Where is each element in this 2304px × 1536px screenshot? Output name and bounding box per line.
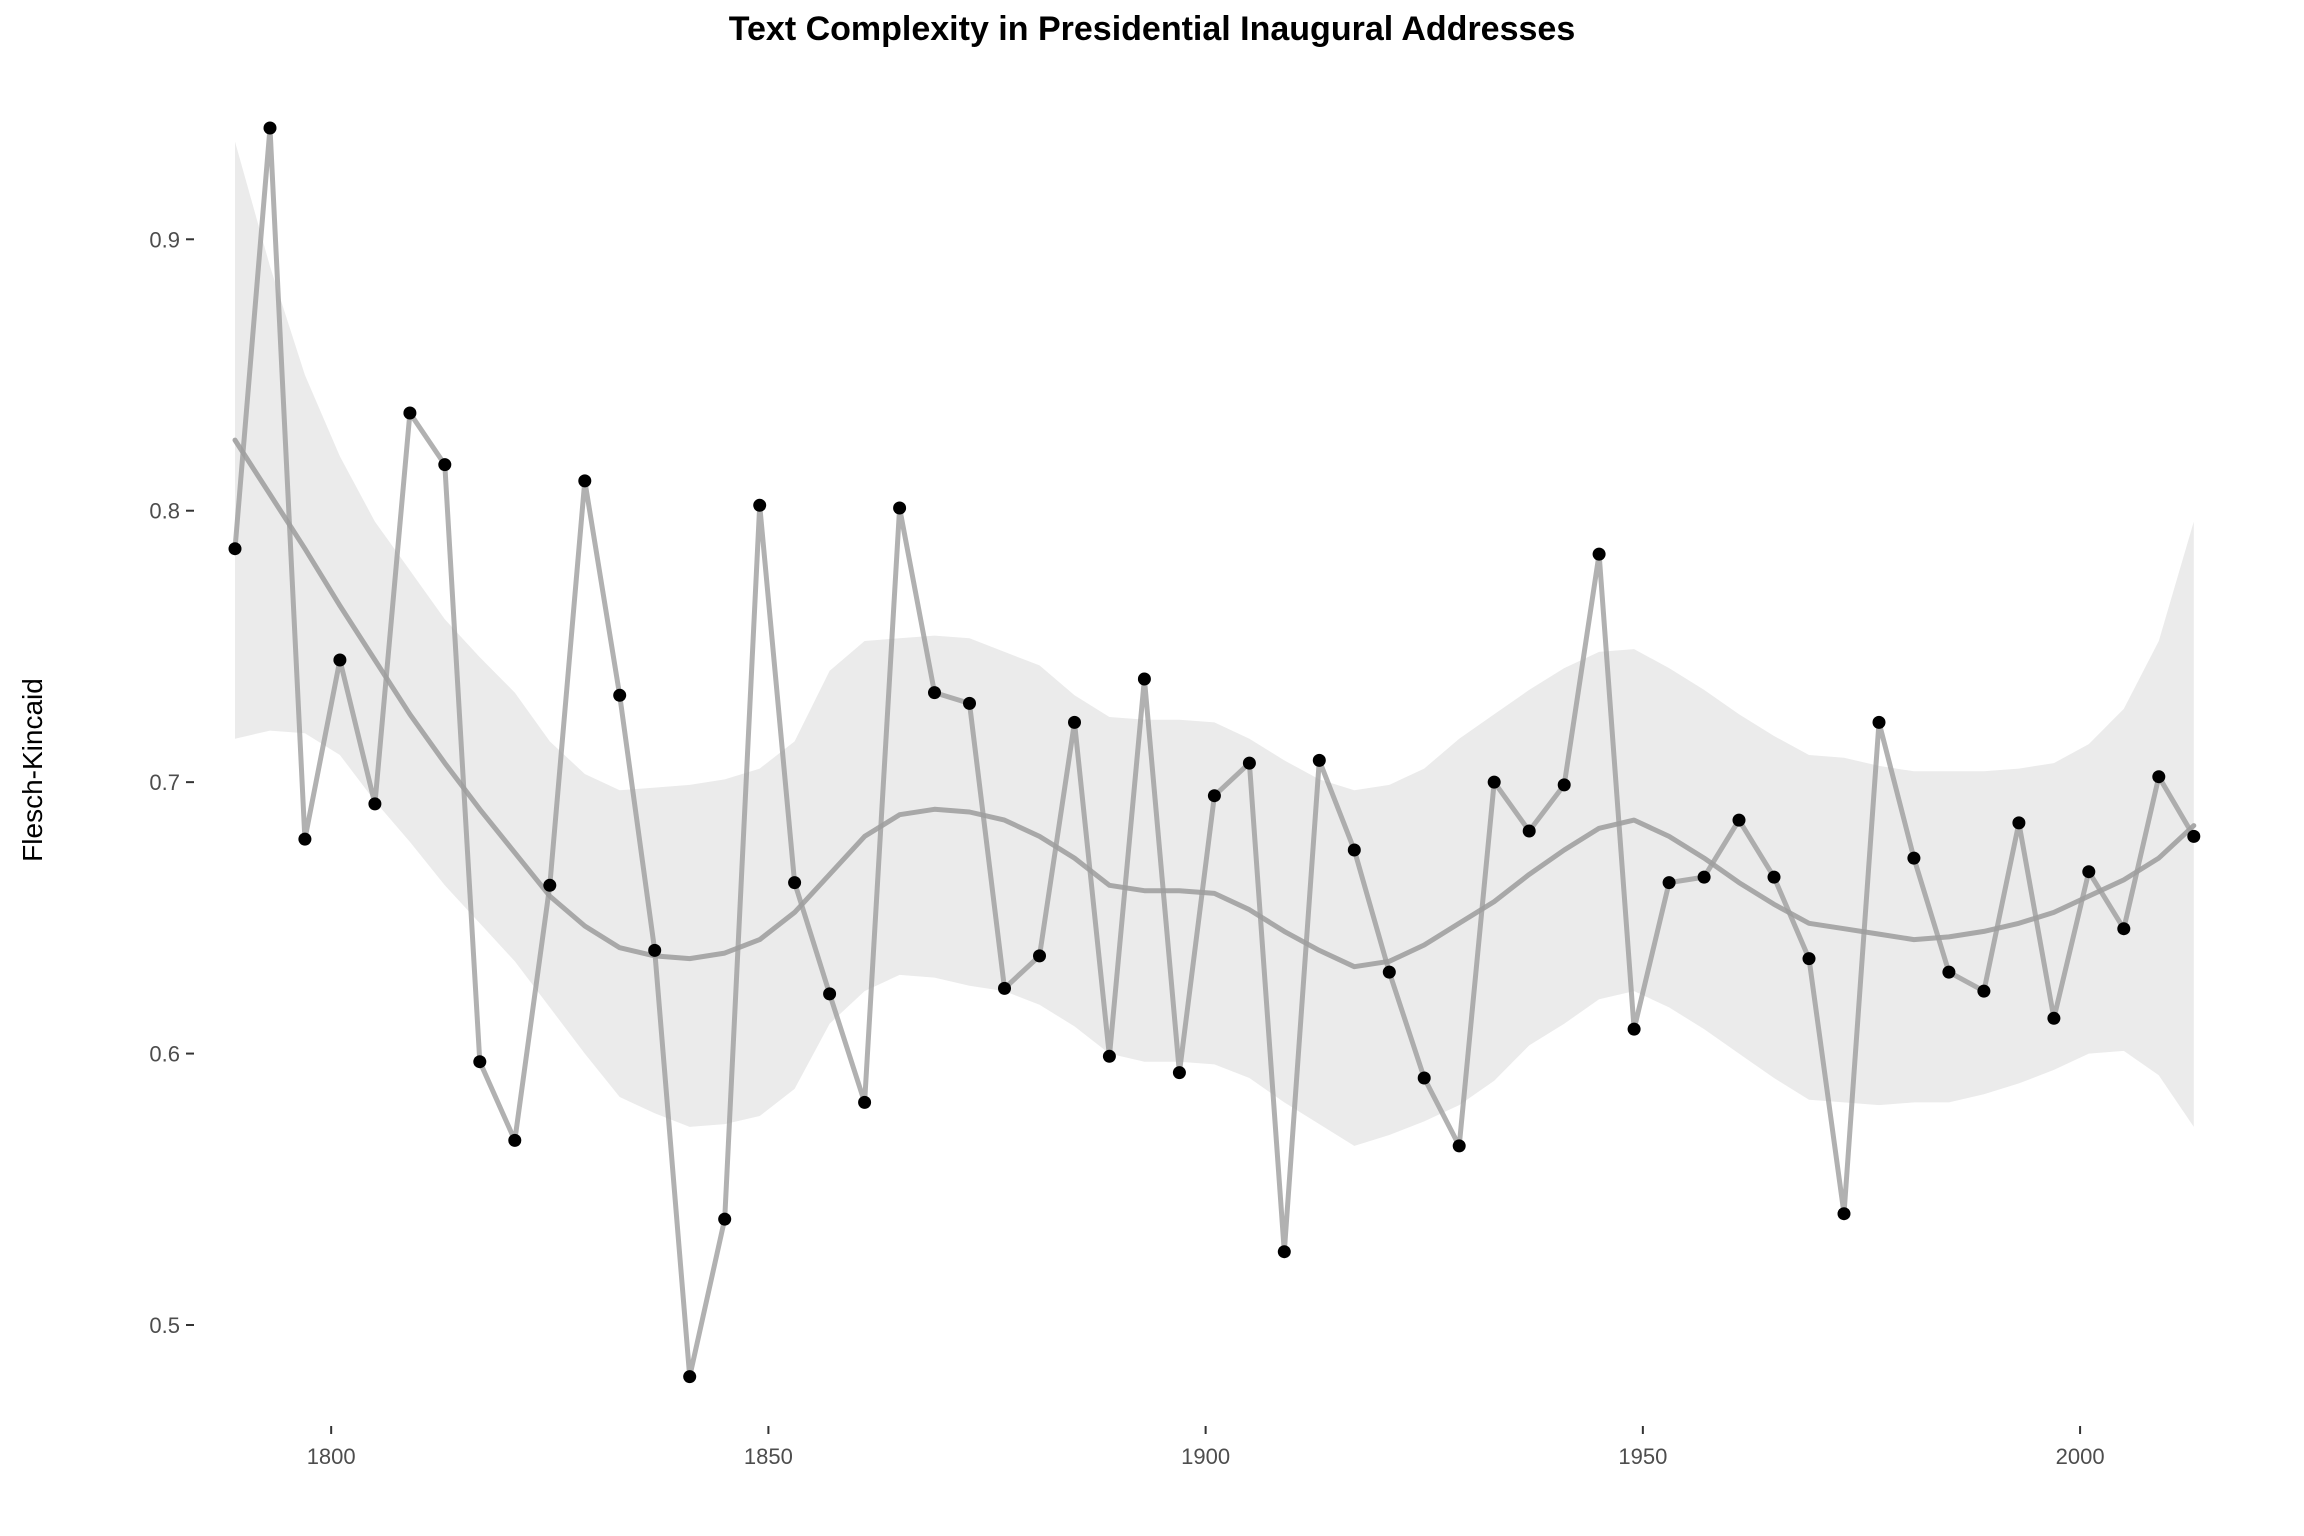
data-point <box>928 686 941 700</box>
data-point <box>858 1095 872 1109</box>
data-point <box>228 542 242 556</box>
data-point <box>1277 1245 1291 1259</box>
data-point <box>543 878 557 892</box>
y-tick-label: 0.6 <box>149 1042 180 1067</box>
x-tick-label: 2000 <box>2056 1444 2105 1469</box>
data-point <box>1802 952 1816 966</box>
data-point <box>1732 813 1746 827</box>
confidence-band-area <box>235 141 2194 1146</box>
data-point <box>1522 824 1536 838</box>
y-tick-label: 0.8 <box>149 499 180 524</box>
y-tick-label: 0.7 <box>149 770 180 795</box>
data-point <box>1347 843 1361 857</box>
data-point <box>823 987 837 1001</box>
data-point <box>1487 775 1501 789</box>
y-tick-label: 0.5 <box>149 1313 180 1338</box>
smooth-trend-line <box>232 437 2197 970</box>
data-point <box>1068 715 1081 729</box>
data-point <box>578 474 592 488</box>
data-point <box>1242 756 1256 770</box>
data-point <box>998 981 1011 995</box>
data-point <box>1557 778 1571 792</box>
y-tick-label: 0.9 <box>149 227 180 252</box>
data-point <box>1942 965 1956 979</box>
confidence-band <box>235 141 2194 1146</box>
data-point <box>1102 1049 1116 1063</box>
data-point <box>1907 851 1921 865</box>
data-point <box>2117 922 2131 936</box>
data-point <box>1417 1071 1431 1085</box>
data-point <box>2187 829 2201 843</box>
data-point <box>1382 965 1396 979</box>
data-point <box>1627 1022 1641 1036</box>
data-point <box>613 688 627 702</box>
data-point <box>333 653 347 667</box>
x-tick-label: 1950 <box>1618 1444 1667 1469</box>
data-point <box>1872 715 1886 729</box>
data-point <box>2012 816 2026 830</box>
data-point <box>403 406 417 420</box>
data-point <box>1452 1139 1466 1153</box>
data-point <box>2082 865 2096 879</box>
data-point <box>1312 753 1326 767</box>
x-tick-label: 1900 <box>1181 1444 1230 1469</box>
data-point <box>1207 789 1221 803</box>
data-point <box>963 696 976 710</box>
data-point <box>648 943 662 957</box>
data-point <box>893 501 907 515</box>
x-tick-label: 1850 <box>744 1444 793 1469</box>
smooth-trend <box>232 437 2197 970</box>
data-point <box>1977 984 1991 998</box>
chart-title: Text Complexity in Presidential Inaugura… <box>729 10 1575 48</box>
data-point <box>1697 870 1711 884</box>
data-point <box>1592 547 1606 561</box>
data-point <box>1767 870 1781 884</box>
data-point <box>263 121 277 135</box>
data-point <box>298 832 312 846</box>
data-point <box>1137 672 1151 686</box>
data-point <box>368 797 382 811</box>
y-axis: 0.5 0.6 0.7 0.8 0.9 <box>149 227 194 1338</box>
data-point <box>473 1055 487 1069</box>
data-point <box>1033 949 1046 963</box>
x-axis: 1800 1850 1900 1950 2000 <box>307 1426 2105 1469</box>
data-point <box>1172 1066 1186 1080</box>
data-point <box>508 1133 522 1147</box>
data-point <box>2152 770 2166 784</box>
data-point <box>788 876 802 890</box>
x-tick-label: 1800 <box>307 1444 356 1469</box>
data-point <box>753 498 767 512</box>
data-point <box>683 1370 697 1384</box>
y-axis-label: Flesch-Kincaid <box>17 678 48 862</box>
data-points <box>228 121 2201 1384</box>
data-point <box>2047 1011 2061 1025</box>
data-point <box>438 458 452 472</box>
data-point <box>1662 876 1676 890</box>
data-point <box>718 1212 732 1226</box>
data-point <box>1837 1207 1851 1221</box>
